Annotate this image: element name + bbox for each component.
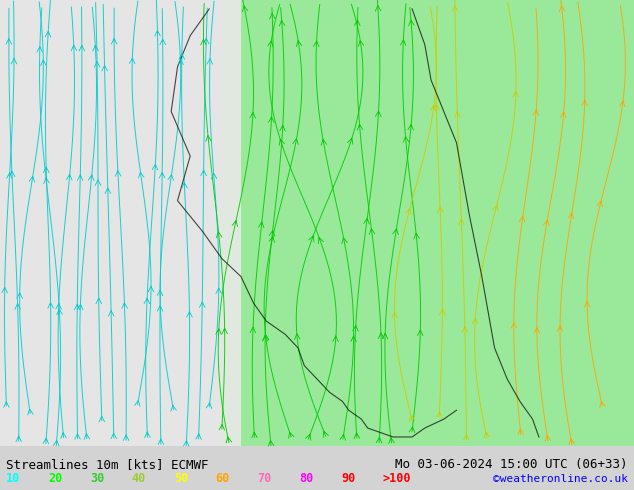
Text: 50: 50 [174,472,188,486]
Bar [0,0,241,446]
Text: 30: 30 [90,472,104,486]
Text: 20: 20 [48,472,62,486]
Text: Mo 03-06-2024 15:00 UTC (06+33): Mo 03-06-2024 15:00 UTC (06+33) [395,458,628,471]
Text: >100: >100 [383,472,411,486]
Bar [222,0,634,446]
Text: 10: 10 [6,472,20,486]
Text: 40: 40 [132,472,146,486]
Text: ©weatheronline.co.uk: ©weatheronline.co.uk [493,474,628,484]
Text: Streamlines 10m [kts] ECMWF: Streamlines 10m [kts] ECMWF [6,458,209,471]
Text: 70: 70 [257,472,271,486]
Text: 80: 80 [299,472,313,486]
Text: 90: 90 [341,472,355,486]
Text: 60: 60 [216,472,230,486]
